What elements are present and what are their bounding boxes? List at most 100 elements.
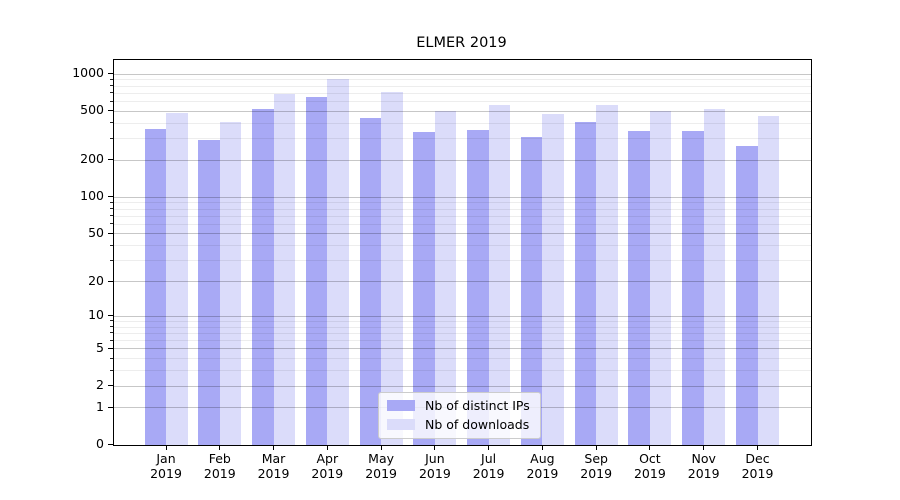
x-tick-month-dec: Dec: [745, 451, 770, 466]
bar-ips-may: [359, 118, 382, 445]
x-tick-label-jan: Jan 2019: [136, 451, 196, 481]
gridline-minor-700: [114, 92, 811, 94]
y-tick-label-0: 0: [96, 436, 104, 451]
x-tick-year-dec: 2019: [741, 466, 774, 481]
bar-downloads-mar: [273, 94, 295, 445]
bar-ips-oct: [628, 131, 650, 445]
x-tick-month-oct: Oct: [639, 451, 661, 466]
gridline-minor-300: [114, 138, 811, 140]
x-tick-mark-aug: [541, 446, 543, 450]
gridline-major-1000: [114, 73, 811, 75]
bar-ips-dec: [736, 145, 758, 445]
gridline-major-50: [114, 233, 811, 235]
x-tick-mark-jul: [488, 446, 490, 450]
bar-downloads-jun: [434, 111, 457, 445]
bar-ips-jun: [413, 131, 435, 445]
x-tick-month-apr: Apr: [316, 451, 339, 466]
bar-downloads-sep: [596, 105, 618, 445]
x-tick-label-may: May 2019: [351, 451, 411, 481]
y-tick-label-10: 10: [88, 307, 104, 323]
gridline-minor-30: [114, 260, 811, 262]
gridline-minor-3: [114, 370, 811, 372]
plot-area: [113, 59, 812, 446]
x-tick-mark-jun: [434, 446, 436, 450]
x-tick-mark-apr: [326, 446, 328, 450]
x-tick-year-jul: 2019: [472, 466, 505, 481]
bar-ips-sep: [574, 121, 597, 445]
x-tick-label-nov: Nov 2019: [674, 451, 734, 481]
legend-label-downloads: Nb of downloads: [425, 417, 530, 432]
chart-title: ELMER 2019: [416, 35, 507, 51]
x-tick-mark-oct: [649, 446, 651, 450]
x-tick-month-may: May: [368, 451, 395, 466]
x-tick-mark-may: [380, 446, 382, 450]
x-tick-mark-nov: [703, 446, 705, 450]
x-tick-month-feb: Feb: [208, 451, 231, 466]
x-tick-mark-jan: [165, 446, 167, 450]
x-tick-year-sep: 2019: [580, 466, 613, 481]
y-tick-label-5: 5: [96, 339, 104, 355]
x-tick-label-sep: Sep 2019: [566, 451, 626, 481]
y-tick-label-50: 50: [88, 224, 104, 240]
legend-label-distinct-ips: Nb of distinct IPs: [425, 398, 530, 413]
gridline-minor-7: [114, 332, 811, 334]
x-tick-year-mar: 2019: [257, 466, 290, 481]
x-tick-label-oct: Oct 2019: [620, 451, 680, 481]
bar-ips-jan: [144, 129, 166, 445]
x-tick-month-jun: Jun: [425, 451, 445, 466]
legend: Nb of distinct IPs Nb of downloads: [378, 392, 541, 439]
y-tick-label-1000: 1000: [72, 65, 104, 81]
x-tick-year-feb: 2019: [203, 466, 236, 481]
x-tick-year-nov: 2019: [687, 466, 720, 481]
x-tick-month-aug: Aug: [530, 451, 555, 466]
gridline-major-200: [114, 159, 811, 161]
gridline-minor-8: [114, 326, 811, 328]
bar-downloads-oct: [649, 110, 672, 445]
bar-ips-feb: [198, 139, 220, 445]
gridline-major-5: [114, 348, 811, 350]
gridline-major-10: [114, 315, 811, 317]
x-tick-year-aug: 2019: [526, 466, 559, 481]
legend-item-distinct-ips: Nb of distinct IPs: [387, 398, 530, 413]
gridline-minor-40: [114, 245, 811, 247]
legend-swatch-downloads-icon: [387, 419, 415, 430]
bar-downloads-dec: [757, 115, 779, 445]
bar-downloads-apr: [327, 78, 349, 445]
x-tick-year-oct: 2019: [633, 466, 666, 481]
x-tick-mark-feb: [219, 446, 221, 450]
legend-item-downloads: Nb of downloads: [387, 417, 530, 432]
gridline-minor-70: [114, 215, 811, 217]
gridline-major-500: [114, 110, 811, 112]
bar-ips-mar: [252, 108, 274, 445]
legend-swatch-distinct-ips-icon: [387, 400, 415, 411]
bar-downloads-jan: [166, 112, 188, 445]
x-tick-mark-sep: [595, 446, 597, 450]
y-tick-label-1: 1: [96, 398, 104, 414]
gridline-minor-4: [114, 358, 811, 360]
bar-downloads-may: [381, 92, 403, 445]
x-tick-month-nov: Nov: [691, 451, 716, 466]
x-tick-month-jul: Jul: [481, 451, 497, 466]
x-tick-label-aug: Aug 2019: [512, 451, 572, 481]
gridline-major-2: [114, 385, 811, 387]
y-tick-label-20: 20: [88, 272, 104, 288]
x-tick-year-may: 2019: [365, 466, 397, 481]
x-tick-month-mar: Mar: [261, 451, 286, 466]
x-tick-label-dec: Dec 2019: [728, 451, 788, 481]
y-tick-label-100: 100: [80, 188, 104, 204]
bar-downloads-nov: [703, 109, 726, 445]
x-tick-mark-dec: [757, 446, 758, 450]
x-tick-label-mar: Mar 2019: [244, 451, 304, 481]
y-tick-label-500: 500: [80, 102, 104, 118]
bar-ips-nov: [682, 130, 704, 445]
gridline-major-20: [114, 281, 811, 282]
x-tick-month-sep: Sep: [584, 451, 608, 466]
bar-ips-jul: [467, 130, 489, 445]
gridline-major-100: [114, 196, 811, 198]
bar-downloads-jul: [488, 105, 511, 445]
gridline-minor-60: [114, 223, 811, 225]
y-tick-label-2: 2: [96, 377, 104, 392]
gridline-minor-80: [114, 208, 811, 210]
gridline-minor-400: [114, 122, 811, 124]
